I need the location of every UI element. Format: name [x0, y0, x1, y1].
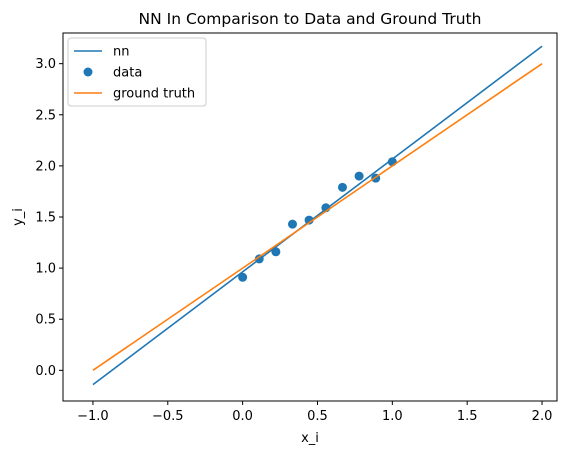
y-tick-label: 3.0 [35, 57, 56, 72]
y-tick-label: 0.0 [35, 364, 56, 379]
marks [92, 45, 543, 386]
y-tick-label: 2.0 [35, 159, 56, 174]
series-line-ground-truth [92, 63, 543, 371]
series-line-nn [92, 45, 543, 386]
legend-label: ground truth [113, 87, 195, 102]
y-tick-label: 1.5 [35, 211, 56, 226]
y-tick-label: 0.5 [35, 313, 56, 328]
y-axis-label: y_i [11, 208, 26, 226]
chart-title: NN In Comparison to Data and Ground Trut… [139, 10, 482, 28]
x-tick-label: 0.0 [232, 409, 253, 424]
data-point [238, 272, 248, 282]
x-axis: −1.0 −0.5 0.0 0.5 1.0 1.5 2.0 [77, 401, 552, 424]
data-point [271, 247, 281, 257]
legend-label: data [113, 66, 142, 81]
x-tick-label: −1.0 [77, 409, 109, 424]
x-tick-label: 1.5 [457, 409, 478, 424]
x-tick-label: 0.5 [307, 409, 328, 424]
data-point [287, 219, 297, 229]
legend-swatch [83, 67, 93, 77]
x-axis-label: x_i [301, 431, 319, 446]
data-point [337, 182, 347, 192]
data-point [354, 171, 364, 181]
data-point [254, 254, 264, 264]
y-axis: 0.0 0.5 1.0 1.5 2.0 2.5 3.0 [35, 57, 63, 379]
legend-label: nn [113, 45, 129, 60]
x-tick-label: 1.0 [382, 409, 403, 424]
x-tick-label: −0.5 [152, 409, 184, 424]
y-tick-label: 2.5 [35, 108, 56, 123]
legend: nn data ground truth [67, 37, 207, 107]
data-point [304, 215, 314, 225]
legend-frame [67, 37, 207, 107]
y-tick-label: 1.0 [35, 262, 56, 277]
x-tick-label: 2.0 [532, 409, 553, 424]
